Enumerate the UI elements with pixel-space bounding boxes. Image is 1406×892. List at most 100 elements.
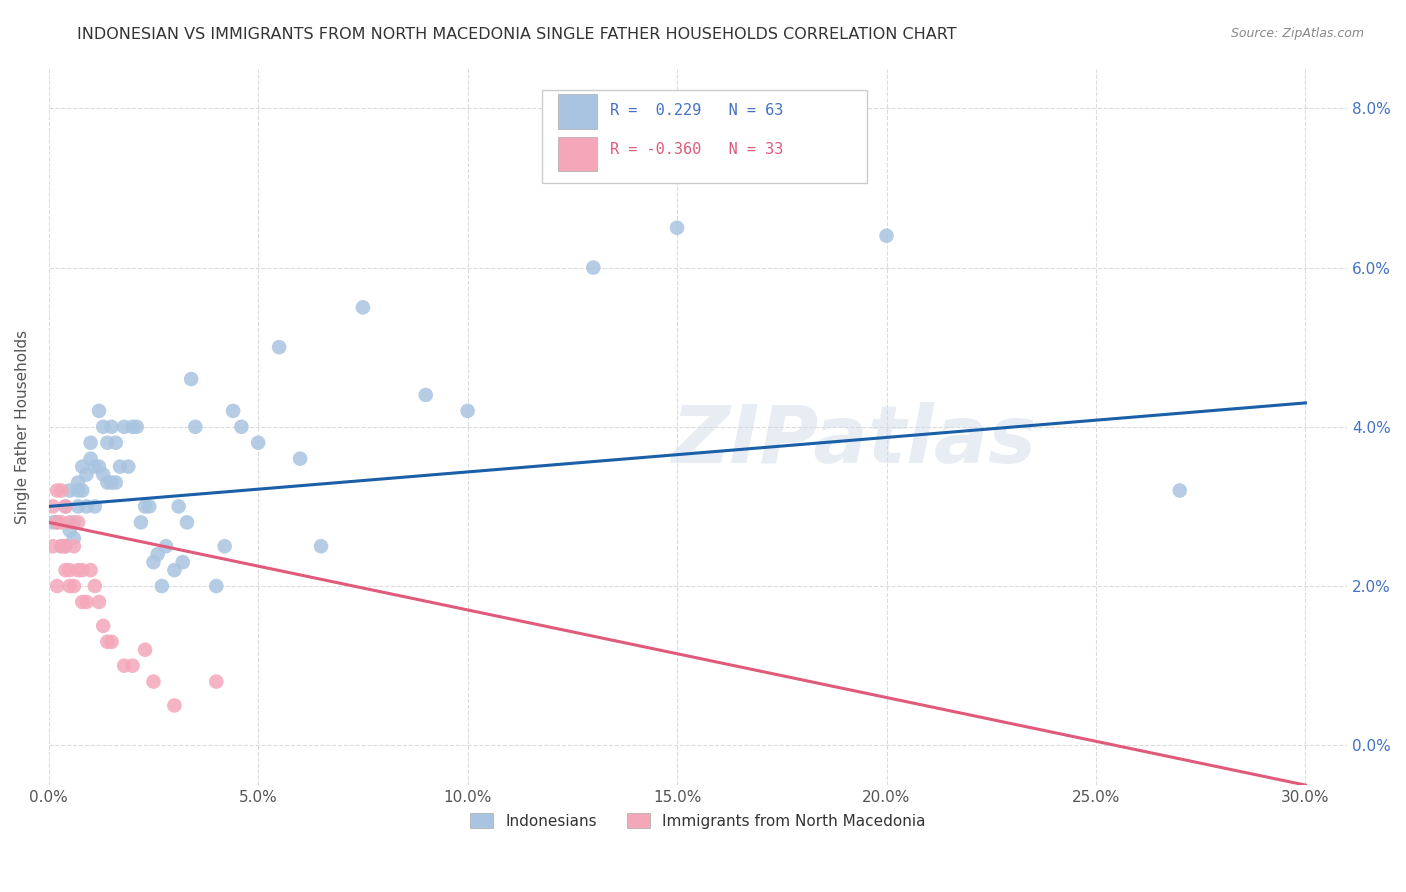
Point <box>222 404 245 418</box>
Point <box>63 539 86 553</box>
Point <box>138 500 160 514</box>
Point <box>46 579 69 593</box>
Point <box>108 459 131 474</box>
Point <box>100 475 122 490</box>
Point <box>582 260 605 275</box>
Point <box>72 483 94 498</box>
Point <box>176 516 198 530</box>
Point <box>112 658 135 673</box>
Point <box>167 500 190 514</box>
Point <box>46 483 69 498</box>
Point <box>83 500 105 514</box>
Point <box>59 516 82 530</box>
Point <box>59 579 82 593</box>
Point <box>59 563 82 577</box>
Point <box>142 674 165 689</box>
Point <box>42 516 65 530</box>
Point <box>146 547 169 561</box>
Point <box>112 419 135 434</box>
Point <box>51 539 73 553</box>
Point <box>121 658 143 673</box>
Point <box>51 483 73 498</box>
Point <box>117 459 139 474</box>
Point <box>96 475 118 490</box>
Point <box>1168 483 1191 498</box>
Point <box>63 579 86 593</box>
Point <box>63 531 86 545</box>
Point <box>75 500 97 514</box>
Point <box>415 388 437 402</box>
Point <box>104 475 127 490</box>
Text: Source: ZipAtlas.com: Source: ZipAtlas.com <box>1230 27 1364 40</box>
Point <box>55 500 77 514</box>
Point <box>205 579 228 593</box>
Point <box>288 451 311 466</box>
Point <box>79 563 101 577</box>
Text: R = -0.360   N = 33: R = -0.360 N = 33 <box>610 142 783 157</box>
Point <box>231 419 253 434</box>
Point <box>87 595 110 609</box>
Point <box>134 500 156 514</box>
Point <box>79 451 101 466</box>
Point <box>59 524 82 538</box>
Point <box>72 563 94 577</box>
Point <box>75 595 97 609</box>
Point <box>51 539 73 553</box>
Point <box>96 435 118 450</box>
Point <box>79 435 101 450</box>
Point <box>75 467 97 482</box>
Point <box>876 228 898 243</box>
Text: ZIPatlas: ZIPatlas <box>671 402 1036 480</box>
Point <box>63 516 86 530</box>
Point <box>72 595 94 609</box>
Point <box>72 459 94 474</box>
Point <box>666 220 689 235</box>
Bar <box>558 136 596 171</box>
Point <box>205 674 228 689</box>
Point <box>59 483 82 498</box>
Bar <box>558 95 596 128</box>
Point <box>55 500 77 514</box>
Point <box>309 539 332 553</box>
Point <box>67 500 90 514</box>
Point <box>129 516 152 530</box>
Legend: Indonesians, Immigrants from North Macedonia: Indonesians, Immigrants from North Maced… <box>464 806 932 835</box>
Point <box>142 555 165 569</box>
Point <box>104 435 127 450</box>
Point <box>163 563 186 577</box>
Y-axis label: Single Father Households: Single Father Households <box>15 330 30 524</box>
Point <box>67 516 90 530</box>
Point <box>83 579 105 593</box>
Point <box>269 340 291 354</box>
Point <box>163 698 186 713</box>
Point <box>91 419 114 434</box>
Text: INDONESIAN VS IMMIGRANTS FROM NORTH MACEDONIA SINGLE FATHER HOUSEHOLDS CORRELATI: INDONESIAN VS IMMIGRANTS FROM NORTH MACE… <box>77 27 957 42</box>
Point <box>121 419 143 434</box>
Point <box>87 459 110 474</box>
Point <box>247 435 270 450</box>
FancyBboxPatch shape <box>543 90 868 183</box>
Point <box>46 516 69 530</box>
Point <box>100 419 122 434</box>
Point <box>125 419 148 434</box>
Point <box>214 539 236 553</box>
Point <box>100 634 122 648</box>
Point <box>67 483 90 498</box>
Point <box>67 475 90 490</box>
Point <box>155 539 177 553</box>
Point <box>96 634 118 648</box>
Point <box>91 619 114 633</box>
Point <box>42 500 65 514</box>
Text: R =  0.229   N = 63: R = 0.229 N = 63 <box>610 103 783 118</box>
Point <box>87 404 110 418</box>
Point <box>83 459 105 474</box>
Point <box>352 301 374 315</box>
Point <box>172 555 194 569</box>
Point <box>51 516 73 530</box>
Point <box>91 467 114 482</box>
Point <box>457 404 479 418</box>
Point <box>184 419 207 434</box>
Point <box>55 539 77 553</box>
Point <box>55 539 77 553</box>
Point <box>42 539 65 553</box>
